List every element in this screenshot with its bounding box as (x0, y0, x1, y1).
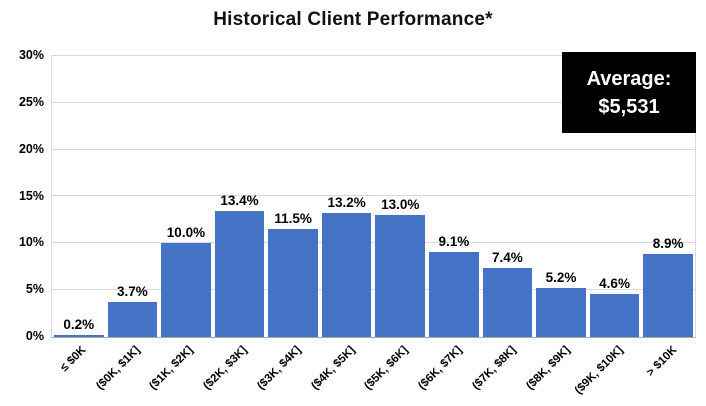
bar-value-label: 8.9% (652, 236, 684, 251)
gridline (52, 195, 695, 196)
bar-value-label: 9.1% (438, 234, 470, 249)
y-tick-label: 20% (18, 142, 44, 156)
bar-slot: 3.7% (106, 56, 160, 337)
bars-container: 0.2% 3.7% 10.0% 13.4% 11.5% 13.2% 13.0% 9.1% 7.4… (52, 56, 695, 337)
average-value: $5,531 (598, 95, 660, 118)
gridline (52, 289, 695, 290)
bar-value-label: 4.6% (599, 276, 630, 291)
bar-slot: 7.4% (481, 56, 535, 337)
bar-slot: 10.0% (159, 56, 213, 337)
y-tick-label: 25% (18, 95, 44, 109)
bar (268, 229, 318, 337)
bar (375, 215, 426, 337)
y-tick-label: 10% (18, 235, 44, 249)
bar-value-label: 3.7% (116, 284, 148, 299)
bar (429, 252, 479, 337)
bar-value-label: 13.4% (220, 193, 259, 208)
bar-value-label: 13.2% (327, 195, 366, 210)
bar (589, 294, 640, 337)
bar-slot: 8.9% (641, 56, 695, 337)
bar-slot: 13.4% (213, 56, 267, 337)
bar-slot: 11.5% (266, 56, 320, 337)
bar-value-label: 10.0% (166, 225, 206, 240)
y-tick-label: 0% (25, 329, 44, 343)
average-label: Average: (586, 67, 672, 90)
x-tick-label: ≤ $0K (58, 344, 89, 375)
bar-slot: 9.1% (427, 56, 481, 337)
bar-slot: 5.2% (534, 56, 588, 337)
gridline (52, 102, 695, 103)
bar-slot: 0.2% (52, 56, 106, 337)
bar-value-label: 11.5% (274, 211, 312, 226)
bar-slot: 13.0% (373, 56, 427, 337)
bar (161, 243, 211, 337)
y-tick-label: 30% (18, 48, 44, 62)
average-callout: Average: $5,531 (562, 52, 696, 133)
bar (321, 213, 372, 337)
bar-value-label: 0.2% (63, 317, 95, 332)
bar-slot: 4.6% (588, 56, 642, 337)
bar-value-label: 5.2% (545, 270, 577, 285)
bar-value-label: 13.0% (381, 197, 420, 212)
bar (214, 211, 265, 337)
bar-slot: 13.2% (320, 56, 374, 337)
bar (643, 254, 693, 337)
gridline (52, 242, 695, 243)
bar (107, 302, 158, 337)
bar (54, 335, 104, 337)
y-tick-label: 15% (18, 189, 44, 203)
y-tick-label: 5% (25, 282, 44, 296)
chart-title: Historical Client Performance* (213, 9, 493, 30)
gridline (52, 149, 695, 150)
bar (536, 288, 586, 337)
bar (482, 268, 533, 337)
bar-value-label: 7.4% (492, 250, 523, 265)
